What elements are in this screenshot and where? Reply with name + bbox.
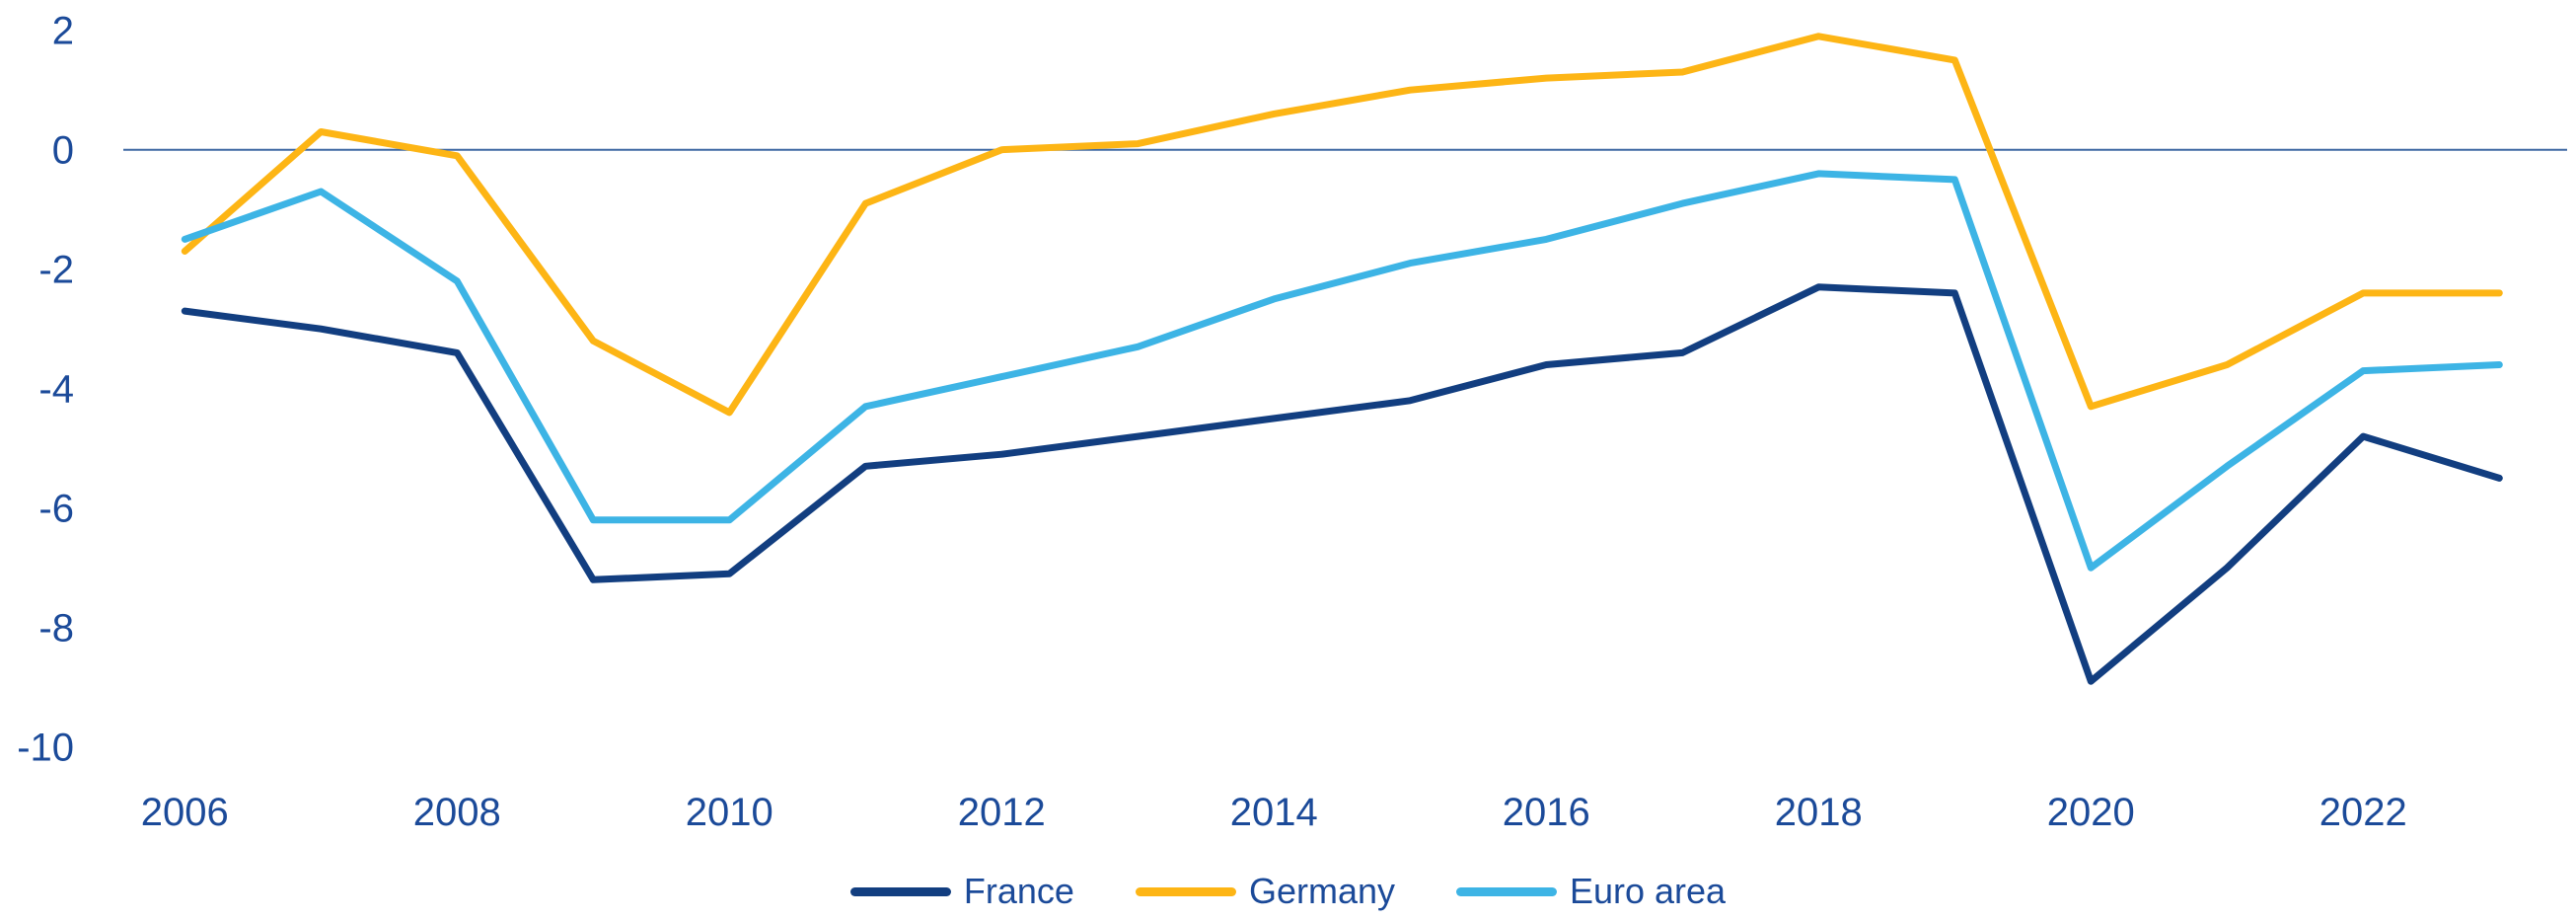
legend-label-germany: Germany (1248, 871, 1395, 911)
y-axis-tick--10: -10 (17, 727, 74, 770)
y-axis-tick--4: -4 (38, 368, 74, 412)
chart-legend: France Germany Euro area (0, 867, 2576, 916)
y-axis-tick-0: 0 (52, 129, 74, 173)
series-line-france (181, 283, 2503, 685)
x-axis-tick-2018: 2018 (1775, 791, 1863, 834)
legend-label-france: France (963, 871, 1074, 911)
x-axis-tick-2014: 2014 (1230, 791, 1318, 834)
series-line-euro-area (181, 170, 2503, 572)
y-axis-tick-2: 2 (52, 10, 74, 53)
y-axis-tick--2: -2 (38, 249, 74, 292)
legend-item-germany: Germany (1135, 871, 1395, 912)
x-axis-tick-2006: 2006 (141, 791, 229, 834)
france-line-swatch (849, 886, 951, 896)
x-axis-tick-2008: 2008 (413, 791, 501, 834)
germany-line-swatch (1135, 886, 1236, 896)
x-axis-tick-2010: 2010 (686, 791, 773, 834)
x-axis-tick-2022: 2022 (2319, 791, 2407, 834)
y-axis-tick--6: -6 (38, 488, 74, 531)
y-axis-tick--8: -8 (38, 607, 74, 651)
x-axis-tick-2012: 2012 (958, 791, 1046, 834)
series-line-germany (181, 33, 2503, 417)
legend-item-euro-area: Euro area (1455, 871, 1727, 912)
legend-item-france: France (849, 871, 1074, 912)
x-axis-tick-2016: 2016 (1503, 791, 1590, 834)
x-axis-tick-2020: 2020 (2047, 791, 2135, 834)
legend-label-euro-area: Euro area (1569, 871, 1727, 911)
euro-area-line-swatch (1455, 886, 1557, 896)
